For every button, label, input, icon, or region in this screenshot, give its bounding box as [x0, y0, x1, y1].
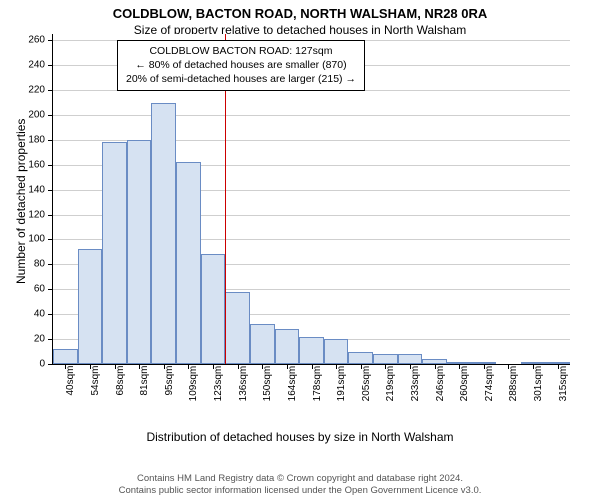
ytick-label: 140 [28, 184, 45, 195]
histogram-bar [521, 362, 546, 364]
info-callout-box: COLDBLOW BACTON ROAD: 127sqm ← 80% of de… [117, 40, 365, 91]
xtick-label: 164sqm [287, 366, 298, 402]
xtick-label: 260sqm [459, 366, 470, 402]
ytick-mark [48, 364, 53, 365]
histogram-bar [176, 162, 201, 364]
xtick-label: 233sqm [410, 366, 421, 402]
ytick-label: 200 [28, 109, 45, 120]
xtick-label: 68sqm [115, 366, 126, 396]
xtick-label: 219sqm [385, 366, 396, 402]
chart-container: Number of detached properties 0204060801… [52, 34, 584, 409]
gridline [53, 115, 570, 116]
histogram-bar [127, 140, 152, 364]
chart-title-main: COLDBLOW, BACTON ROAD, NORTH WALSHAM, NR… [0, 6, 600, 21]
ytick-label: 240 [28, 60, 45, 71]
title-block: COLDBLOW, BACTON ROAD, NORTH WALSHAM, NR… [0, 0, 600, 37]
histogram-bar [53, 349, 78, 364]
ytick-label: 80 [34, 259, 45, 270]
histogram-bar [472, 362, 497, 364]
ytick-label: 180 [28, 134, 45, 145]
histogram-bar [151, 103, 176, 365]
xtick-label: 136sqm [238, 366, 249, 402]
ytick-label: 60 [34, 284, 45, 295]
ytick-label: 20 [34, 334, 45, 345]
xtick-label: 40sqm [65, 366, 76, 396]
ytick-label: 260 [28, 35, 45, 46]
info-line-3: 20% of semi-detached houses are larger (… [126, 72, 356, 86]
xtick-label: 81sqm [139, 366, 150, 396]
histogram-bar [299, 337, 324, 364]
xtick-label: 54sqm [90, 366, 101, 396]
histogram-bar [225, 292, 250, 364]
xtick-label: 246sqm [435, 366, 446, 402]
xtick-label: 191sqm [336, 366, 347, 402]
xtick-label: 315sqm [558, 366, 569, 402]
xtick-label: 205sqm [361, 366, 372, 402]
xtick-label: 109sqm [188, 366, 199, 402]
histogram-bar [102, 142, 127, 364]
xtick-label: 150sqm [262, 366, 273, 402]
footer-line-2: Contains public sector information licen… [0, 485, 600, 497]
xtick-label: 178sqm [312, 366, 323, 402]
histogram-bar [545, 362, 570, 364]
xtick-label: 301sqm [533, 366, 544, 402]
y-axis-label: Number of detached properties [14, 119, 28, 284]
histogram-bar [275, 329, 300, 364]
histogram-bar [348, 352, 373, 364]
info-line-1: COLDBLOW BACTON ROAD: 127sqm [126, 44, 356, 58]
xtick-label: 288sqm [508, 366, 519, 402]
footer-line-1: Contains HM Land Registry data © Crown c… [0, 473, 600, 485]
histogram-bar [422, 359, 447, 364]
histogram-bar [78, 249, 103, 364]
ytick-label: 0 [39, 359, 45, 370]
attribution-footer: Contains HM Land Registry data © Crown c… [0, 473, 600, 497]
ytick-label: 160 [28, 159, 45, 170]
ytick-label: 120 [28, 209, 45, 220]
xtick-label: 95sqm [164, 366, 175, 396]
histogram-bar [398, 354, 423, 364]
xtick-label: 123sqm [213, 366, 224, 402]
info-line-2: ← 80% of detached houses are smaller (87… [126, 58, 356, 72]
ytick-label: 220 [28, 85, 45, 96]
ytick-label: 40 [34, 309, 45, 320]
x-axis-label: Distribution of detached houses by size … [0, 430, 600, 444]
histogram-bar [373, 354, 398, 364]
histogram-bar [324, 339, 349, 364]
histogram-bar [201, 254, 226, 364]
histogram-bar [447, 362, 472, 364]
ytick-label: 100 [28, 234, 45, 245]
xtick-label: 274sqm [484, 366, 495, 402]
histogram-bar [250, 324, 275, 364]
